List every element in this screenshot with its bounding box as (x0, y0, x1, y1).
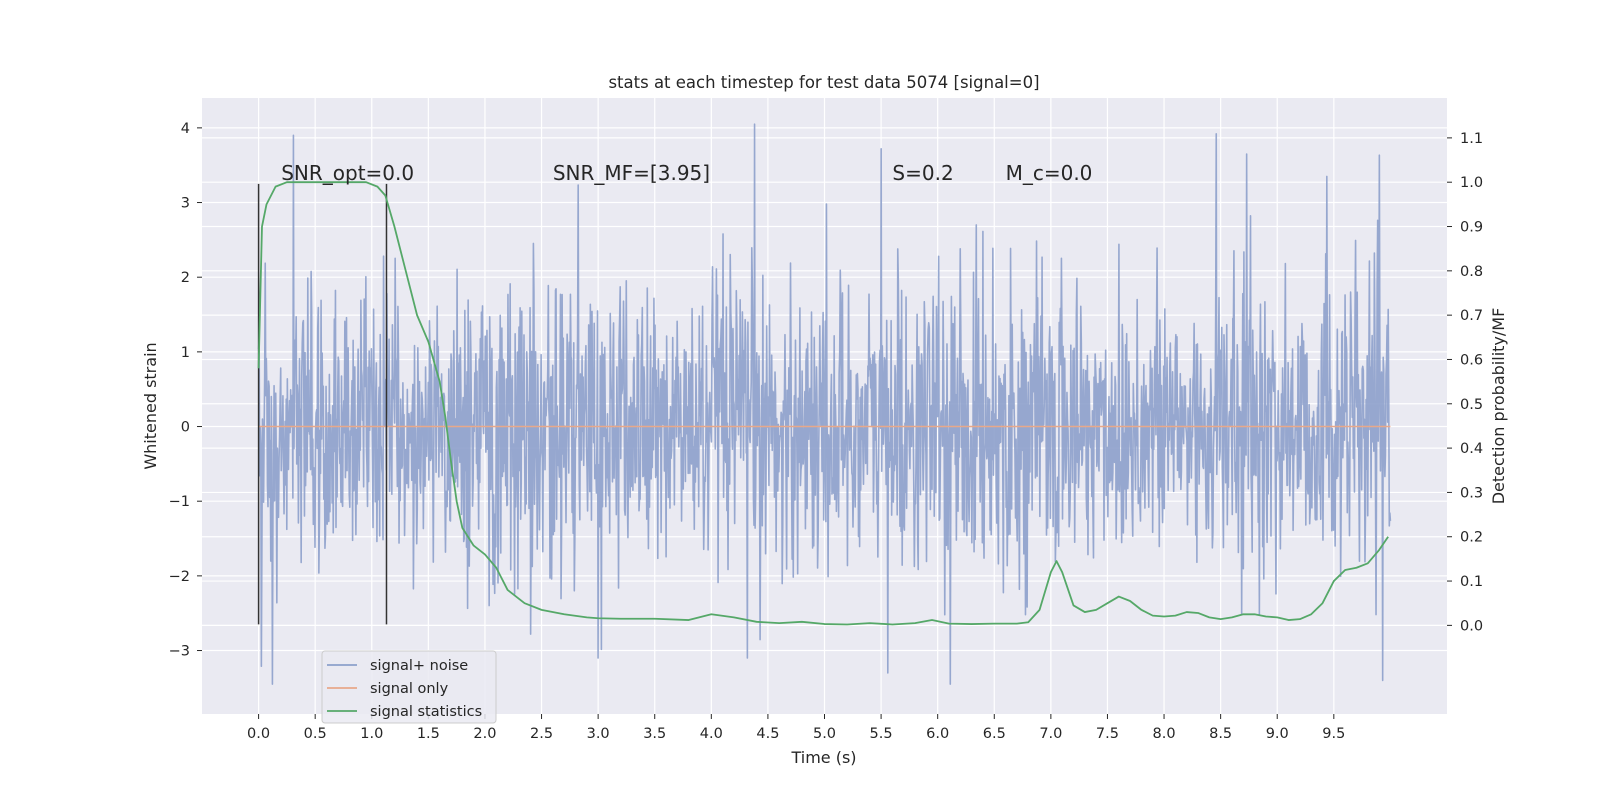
y-tick-label: −2 (169, 569, 190, 585)
y2-tick-label: 0.0 (1460, 618, 1483, 634)
x-tick-label: 6.5 (983, 726, 1006, 742)
x-tick-label: 2.0 (473, 726, 496, 742)
x-tick-label: 1.0 (360, 726, 383, 742)
y2-axis-label: Detection probability/MF (1489, 308, 1508, 505)
y-tick-label: −1 (169, 494, 190, 510)
y2-axis-ticks: 0.0 0.1 0.2 0.3 0.4 0.5 0.6 0.7 0.8 0.9 1.0 1.1 (1447, 131, 1483, 634)
legend-label: signal+ noise (370, 658, 468, 674)
x-tick-label: 8.0 (1153, 726, 1176, 742)
y-axis-ticks: −3 −2 −1 0 1 2 3 4 (169, 121, 202, 660)
x-axis-label: Time (s) (790, 748, 856, 767)
annotation-label: S=0.2 (892, 161, 953, 185)
signal-noise-line (257, 123, 1392, 685)
y-tick-label: −3 (169, 644, 190, 660)
y2-tick-label: 0.7 (1460, 308, 1483, 324)
y2-tick-label: 0.3 (1460, 485, 1483, 501)
y2-tick-label: 0.2 (1460, 530, 1483, 546)
x-tick-label: 5.5 (870, 726, 893, 742)
y-tick-label: 1 (181, 345, 190, 361)
vertical-markers (257, 183, 388, 625)
y2-tick-label: 0.4 (1460, 441, 1483, 457)
annotation-label: SNR_MF=[3.95] (553, 161, 710, 185)
y-tick-label: 3 (181, 196, 190, 212)
chart-title: stats at each timestep for test data 507… (608, 73, 1039, 92)
x-tick-label: 4.0 (700, 726, 723, 742)
x-tick-label: 0.0 (247, 726, 270, 742)
y2-tick-label: 1.1 (1460, 131, 1483, 147)
legend-label: signal only (370, 681, 449, 697)
x-tick-label: 7.0 (1039, 726, 1062, 742)
x-tick-label: 4.5 (756, 726, 779, 742)
y2-tick-label: 1.0 (1460, 175, 1483, 191)
x-tick-label: 3.0 (587, 726, 610, 742)
x-axis-ticks: 0.0 0.5 1.0 1.5 2.0 2.5 3.0 3.5 4.0 4.5 5.0 5.5 6.0 6… (247, 714, 1345, 742)
legend-label: signal statistics (370, 704, 482, 720)
signal-statistics-line (257, 181, 1389, 626)
annotation-label: SNR_opt=0.0 (281, 161, 414, 185)
y2-tick-label: 0.9 (1460, 220, 1483, 236)
y-axis-label: Whitened strain (141, 342, 160, 469)
x-tick-label: 8.5 (1209, 726, 1232, 742)
x-tick-label: 9.0 (1266, 726, 1289, 742)
y-tick-label: 0 (181, 420, 190, 436)
y2-tick-label: 0.8 (1460, 264, 1483, 280)
legend: signal+ noise signal only signal statistic… (321, 650, 497, 724)
annotation-label: M_c=0.0 (1006, 161, 1093, 185)
y2-tick-label: 0.5 (1460, 397, 1483, 413)
legend-box (321, 650, 497, 724)
y2-tick-label: 0.1 (1460, 574, 1483, 590)
x-tick-label: 6.0 (926, 726, 949, 742)
y2-tick-label: 0.6 (1460, 352, 1483, 368)
x-tick-label: 9.5 (1322, 726, 1345, 742)
x-tick-label: 2.5 (530, 726, 553, 742)
x-tick-label: 5.0 (813, 726, 836, 742)
annotations: SNR_opt=0.0 SNR_MF=[3.95] S=0.2 M_c=0.0 (281, 161, 1092, 185)
y-tick-label: 4 (181, 121, 190, 137)
x-tick-label: 0.5 (304, 726, 327, 742)
x-tick-label: 3.5 (643, 726, 666, 742)
signal-statistics-series (257, 181, 1389, 626)
x-tick-label: 7.5 (1096, 726, 1119, 742)
signal-noise-series (257, 123, 1392, 685)
y-tick-label: 2 (181, 270, 190, 286)
x-tick-label: 1.5 (417, 726, 440, 742)
